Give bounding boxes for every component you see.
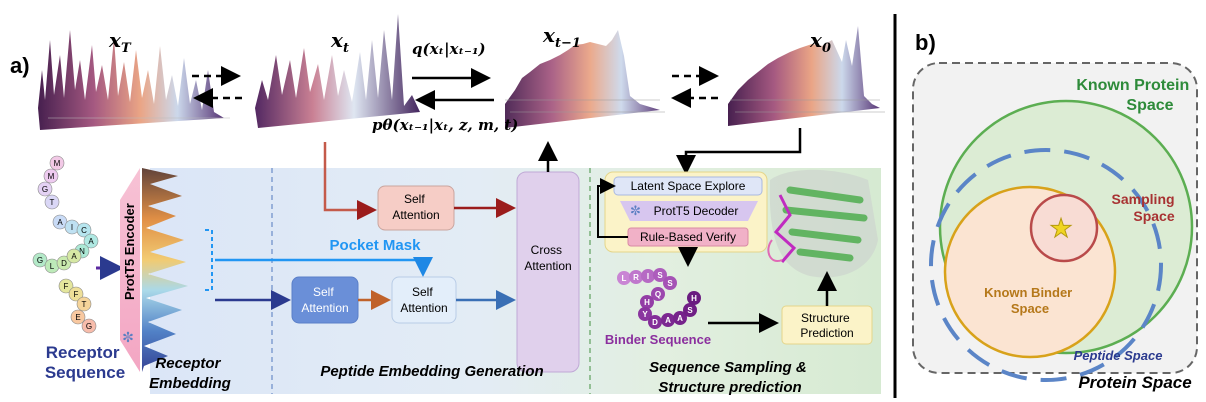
- self-attention-left-box: [291, 276, 359, 324]
- structure-prediction-label: Structure Prediction: [800, 311, 853, 340]
- distribution-xt: [255, 14, 420, 128]
- transition-arrows: [192, 66, 719, 110]
- state-xT-label: xT: [108, 28, 132, 56]
- svg-text:F: F: [64, 282, 69, 291]
- svg-text:G: G: [86, 322, 92, 331]
- svg-text:G: G: [42, 185, 48, 194]
- svg-text:S: S: [667, 279, 673, 288]
- prott5-decoder-box: [620, 201, 758, 221]
- self-attention-right-box: [391, 276, 457, 324]
- distribution-x0: [728, 26, 885, 126]
- sampling-space-circle: [1029, 193, 1099, 263]
- panel-a-label: a): [10, 53, 30, 78]
- receptor-residue-chain: M M G T A I C A N G L D A F F T E G: [32, 155, 99, 334]
- self-attention-right-label: Self Attention: [400, 285, 447, 315]
- svg-text:Q: Q: [655, 290, 661, 299]
- binder-residue-chain: L R I S S Q H Y D A A S H: [617, 268, 701, 329]
- svg-text:A: A: [88, 237, 94, 246]
- svg-text:F: F: [74, 290, 79, 299]
- x0-to-latent-arrow: [676, 128, 802, 175]
- svg-text:C: C: [81, 226, 87, 235]
- peptide-space-label: Peptide Space: [1074, 348, 1163, 363]
- reverse-process-label: pθ(xₜ₋₁|xₜ, z, m, t): [372, 116, 518, 134]
- receptor-embedding-label: Receptor Embedding: [149, 355, 231, 392]
- distribution-xt-1: [505, 30, 665, 128]
- svg-text:A: A: [57, 218, 63, 227]
- sampling-space-label: Sampling Space: [1112, 191, 1179, 224]
- rule-based-verify-label: Rule-Based Verify: [640, 230, 736, 244]
- svg-text:M: M: [54, 159, 61, 168]
- svg-text:L: L: [622, 274, 627, 283]
- sampling-caption-label: Sequence Sampling & Structure prediction: [649, 359, 811, 396]
- state-x0-label: x0: [809, 28, 831, 56]
- pocket-mask-label: Pocket Mask: [330, 237, 422, 254]
- state-xt-1-label: xt−1: [542, 23, 581, 51]
- state-xt-label: xt: [330, 28, 349, 56]
- peptide-embedding-generation-label: Peptide Embedding Generation: [320, 363, 543, 380]
- svg-text:S: S: [657, 271, 663, 280]
- forward-process-label: q(xₜ|xₜ₋₁): [412, 40, 486, 58]
- svg-text:H: H: [691, 294, 697, 303]
- svg-text:I: I: [647, 272, 649, 281]
- svg-text:A: A: [677, 314, 683, 323]
- svg-text:S: S: [687, 306, 693, 315]
- star-icon: ★: [1049, 213, 1072, 243]
- svg-text:I: I: [71, 223, 73, 232]
- peptide-space-boundary: [929, 148, 1163, 382]
- prott5-encoder-block: [120, 168, 140, 372]
- known-protein-space-label: Known Protein Space: [1076, 77, 1193, 114]
- known-binder-space-label: Known Binder Space: [984, 285, 1076, 316]
- svg-text:T: T: [50, 198, 55, 207]
- panel-b-label: b): [915, 30, 936, 55]
- protein-space-label: Protein Space: [1078, 373, 1191, 392]
- svg-text:H: H: [644, 298, 650, 307]
- self-attention-left-label: Self Attention: [301, 285, 348, 315]
- svg-text:G: G: [37, 256, 43, 265]
- prott5-decoder-label: ProtT5 Decoder: [654, 204, 739, 218]
- decoder-frozen-icon: ✼: [630, 203, 641, 218]
- svg-text:A: A: [71, 252, 77, 261]
- pocket-mask-arrow: [215, 257, 433, 277]
- svg-text:D: D: [652, 318, 658, 327]
- svg-text:A: A: [665, 316, 671, 325]
- xt-to-self-attention-arrow: [323, 142, 377, 220]
- verify-feedback-arrow: [597, 178, 628, 238]
- svg-text:Y: Y: [642, 310, 648, 319]
- self-attention-top-label: Self Attention: [392, 192, 439, 222]
- protein-structure-illustration: [767, 169, 878, 278]
- svg-text:M: M: [48, 172, 55, 181]
- latent-space-explore-label: Latent Space Explore: [631, 179, 746, 193]
- pocket-bracket: [205, 229, 213, 291]
- svg-text:E: E: [75, 313, 80, 322]
- svg-text:L: L: [50, 262, 55, 271]
- svg-text:R: R: [633, 273, 639, 282]
- distribution-xT: [38, 30, 230, 130]
- encoder-frozen-icon: ✼: [122, 329, 134, 345]
- svg-text:T: T: [82, 300, 87, 309]
- svg-text:N: N: [79, 247, 85, 256]
- svg-text:D: D: [61, 259, 67, 268]
- receptor-embedding-ridges: [142, 168, 188, 372]
- cross-attention-label: Cross Attention: [524, 243, 571, 273]
- receptor-sequence-label: Receptor Sequence: [45, 343, 125, 382]
- prott5-encoder-label: ProtT5 Encoder: [122, 203, 137, 300]
- binder-sequence-label: Binder Sequence: [605, 332, 711, 347]
